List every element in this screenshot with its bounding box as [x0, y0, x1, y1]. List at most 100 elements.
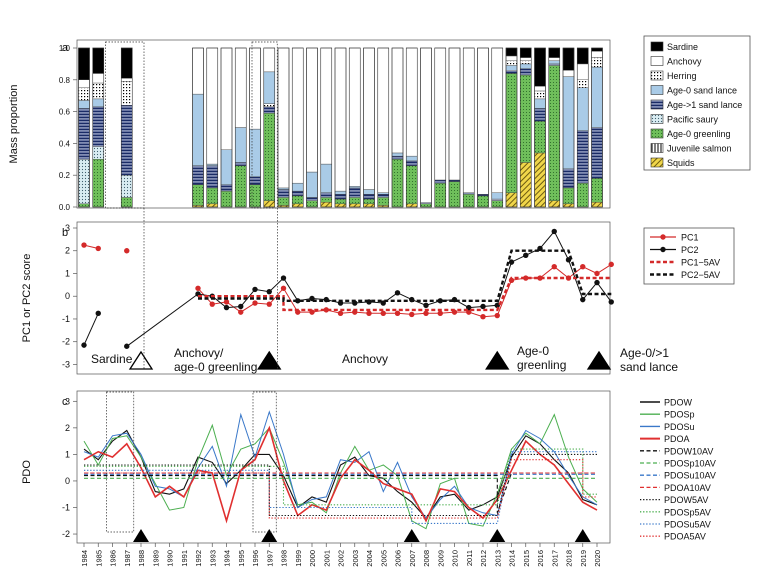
series-pc2-point-2012: [480, 303, 486, 310]
bar-segment-squids-1997: [263, 200, 275, 208]
bar-segment-age-0-sand-lance-2000: [306, 171, 318, 198]
bar-segment-age-0-greenling-1992: [192, 184, 204, 206]
bar-segment-anchovy-2017: [548, 57, 560, 61]
bar-segment-anchovy-1994: [220, 47, 233, 150]
bar-segment-pacific-saury-1987: [121, 174, 133, 198]
bar-segment-age-0-sand-lance-2016: [534, 98, 546, 109]
shift-marker-2013: [485, 350, 510, 370]
legend-label-age-0-sand-lance: Age-0 sand lance: [667, 86, 737, 96]
bar-segment-age-0-sand-lance-1999: [292, 182, 304, 192]
panel-b-y-label: PC1 or PC2 score: [21, 254, 33, 343]
bar-segment-anchovy-1999: [292, 47, 304, 184]
bar-outline-1985: [92, 47, 105, 208]
legend-marker-pc2: [660, 246, 666, 253]
shift-marker-2020: [586, 350, 612, 370]
panel-b-frame: [76, 221, 611, 375]
panel-a-y-label: Mass proportion: [8, 85, 20, 164]
legend-label-pc2-5av: PC2−5AV: [681, 270, 720, 280]
bar-segment-age-1-sand-lance-1985: [92, 106, 104, 147]
series-pc1-point-2002: [337, 310, 344, 316]
legend-label-pc2: PC2: [681, 245, 699, 255]
regime-shift-boxes: [105, 41, 278, 533]
panel-a-frame: [76, 39, 611, 209]
legend-label-age-0-greenling: Age-0 greenling: [667, 129, 731, 139]
series-pc1-point-2008: [423, 310, 429, 316]
bar-outline-1997: [263, 47, 276, 208]
bar-outline-2001: [320, 47, 333, 208]
bar-segment-age-0-greenling-2015: [520, 74, 532, 163]
bar-segment-age-0-greenling-2006: [391, 159, 404, 208]
bar-outline-1987: [120, 47, 133, 208]
x-tick-label: 2012: [479, 550, 488, 567]
x-tick-label: 2016: [536, 550, 545, 567]
bar-segment-age-0-sand-lance-1985: [92, 98, 104, 108]
x-tick-label: 2000: [308, 550, 317, 567]
x-tick-label: 2014: [508, 550, 517, 567]
bar-outline-1996: [249, 47, 261, 208]
bar-segment-age-1-sand-lance-2015: [520, 68, 532, 76]
bar-segment-age-1-sand-lance-1995: [235, 162, 247, 166]
legend-label-squids: Squids: [667, 158, 695, 168]
panel-b-legend: PC1 PC2 PC1−5AV PC2−5AV: [643, 227, 735, 285]
x-tick-label: 2006: [394, 550, 403, 567]
x-tick-label: 1997: [265, 550, 274, 567]
x-tick-label: 1993: [208, 550, 217, 567]
regime-label-greenling-1: Age-0: [517, 344, 549, 358]
bar-segment-squids-2015: [520, 162, 532, 208]
series-pc2-5av-line: [198, 249, 612, 302]
bar-segment-herring-1997: [263, 103, 275, 108]
bar-segment-anchovy-2010: [448, 47, 461, 181]
bar-segment-herring-2015: [520, 60, 532, 65]
bar-segment-age-1-sand-lance-1993: [206, 165, 218, 189]
x-tick-label: 2005: [379, 550, 388, 567]
legend-swatch-sardine: [650, 41, 664, 52]
series-pc1-point-1997: [266, 301, 272, 307]
bar-segment-age-1-sand-lance-2019: [577, 130, 589, 184]
legend-swatch-juvenile-salmon: [650, 143, 664, 153]
series-pc1-point-2015: [523, 275, 529, 281]
series-pc2-point-1995: [238, 303, 244, 310]
bar-segment-squids-2014: [505, 192, 518, 208]
bar-outline-2008: [420, 47, 432, 208]
panel-b-series: [81, 228, 614, 349]
y-tick-label: 0.2: [59, 171, 71, 180]
panel-c-y-label: PDO: [21, 460, 33, 484]
bar-segment-age-0-sand-lance-2015: [520, 63, 532, 69]
series-pc2-point-1984: [81, 342, 87, 348]
bar-segment-herring-2014: [505, 60, 518, 66]
x-tick-label: 2018: [565, 550, 574, 567]
x-tick-label: 1986: [109, 550, 118, 567]
regime-label-anchovy: Anchovy: [342, 352, 388, 366]
series-pc1-point-1987: [124, 248, 130, 254]
bar-segment-age-1-sand-lance-1984: [78, 108, 90, 160]
panel-a-y-ticks: 0.0 0.2 0.4 0.6 0.8 1.0: [59, 44, 77, 212]
bar-outline-2012: [477, 47, 489, 208]
bar-segment-age-0-greenling-1995: [235, 165, 247, 208]
bar-segment-age-0-greenling-1998: [277, 197, 290, 206]
y-tick-label: -1: [62, 502, 70, 512]
bar-segment-anchovy-1984: [78, 79, 90, 88]
y-tick-label: 2: [65, 423, 70, 433]
regime-box-2: [251, 41, 278, 209]
bar-segment-squids-1999: [292, 203, 304, 208]
bar-segment-anchovy-2020: [591, 50, 603, 58]
series-pc2-point-1999: [295, 298, 301, 304]
series-pc1-point-2004: [366, 310, 372, 316]
series-pc2-point-2008: [423, 302, 429, 309]
y-tick-label: 3: [65, 396, 70, 406]
legend-marker-pc1: [660, 234, 666, 240]
bar-segment-anchovy-2003: [349, 47, 361, 187]
shift-marker-1988: [133, 529, 149, 542]
bar-segment-age-1-sand-lance-1987: [121, 105, 133, 176]
bar-segment-age-0-greenling-2014: [505, 73, 518, 193]
bar-segment-age-1-sand-lance-2014: [505, 70, 518, 74]
y-tick-label: 0.8: [59, 76, 71, 85]
bar-segment-squids-1993: [206, 203, 218, 208]
x-tick-label: 2011: [465, 550, 474, 566]
legend-label-age-1-sand-lance: Age->1 sand lance: [667, 100, 742, 110]
bar-outline-2016: [534, 47, 546, 208]
bar-outline-2002: [334, 47, 347, 208]
bar-segment-anchovy-2015: [520, 57, 532, 61]
bar-segment-age-1-sand-lance-2001: [320, 192, 332, 198]
y-tick-label: -3: [62, 359, 70, 369]
